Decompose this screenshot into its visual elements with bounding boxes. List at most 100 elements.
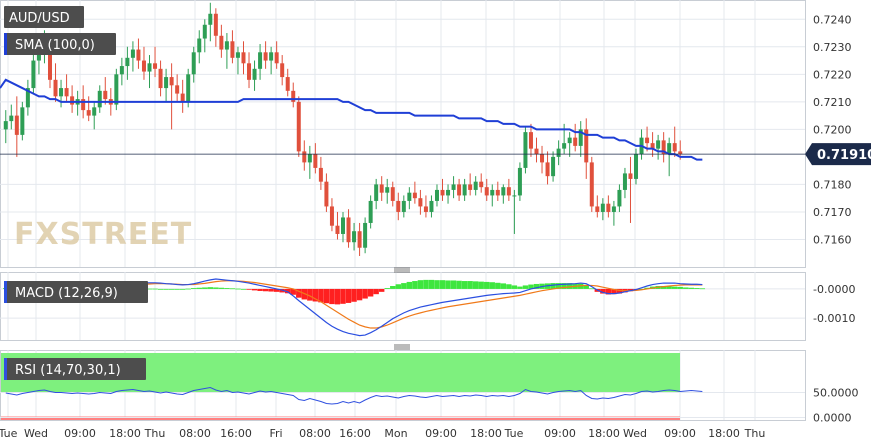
candle [324, 173, 329, 212]
candle-body [86, 110, 91, 116]
candle [501, 184, 506, 204]
candle [379, 176, 384, 201]
candle [506, 178, 511, 201]
macd-histogram-bar [428, 279, 435, 289]
macd-histogram-bar [616, 288, 623, 294]
x-axis-label: Thu [144, 427, 166, 440]
macd-histogram-bar [390, 286, 396, 289]
candle-body [158, 68, 163, 89]
candle-body [451, 184, 456, 190]
macd-histogram-bar [240, 288, 247, 290]
macd-histogram-bar [478, 281, 484, 289]
macd-histogram-bar [307, 288, 313, 301]
candle-body [468, 184, 473, 190]
candle [418, 189, 423, 215]
macd-histogram-bar [672, 286, 678, 289]
candle-body [678, 151, 683, 155]
candle-body [661, 140, 666, 155]
macd-histogram-bar [489, 282, 495, 289]
candle [258, 44, 263, 80]
candle-body [634, 154, 639, 179]
candle-body [528, 132, 533, 149]
candle [136, 38, 141, 69]
candle-body [175, 85, 180, 94]
candle-body [307, 154, 312, 163]
candle-body [440, 189, 445, 196]
macd-label-swatch [4, 281, 7, 303]
candle-body [180, 93, 185, 102]
macd-histogram-bar [611, 288, 617, 295]
macd-histogram-bar [660, 286, 667, 289]
candle [396, 192, 401, 221]
candle-body [341, 217, 345, 234]
macd-histogram-bar [401, 283, 407, 289]
macd-histogram-bar [224, 288, 230, 289]
candle-body [407, 192, 412, 201]
candle-body [667, 143, 672, 155]
candle [296, 96, 301, 157]
macd-histogram-bar [229, 288, 236, 290]
x-axis-label: 18:00 [109, 427, 141, 440]
candle [103, 77, 108, 105]
macd-histogram-bar [500, 283, 507, 289]
candle-body [534, 148, 539, 155]
candle-body [247, 63, 252, 80]
candle-body [457, 184, 462, 196]
candle-body [296, 101, 301, 152]
x-axis-label: Mon [384, 427, 407, 440]
candle-body [434, 189, 439, 201]
candle-body [551, 156, 556, 177]
candle [617, 184, 622, 212]
macd-histogram-bar [605, 288, 612, 295]
candle-body [573, 137, 578, 146]
candle-body [611, 206, 616, 212]
candle [534, 137, 539, 163]
x-axis-label: 08:00 [299, 427, 331, 440]
candle-body [545, 162, 550, 177]
macd-histogram-bar [561, 283, 567, 289]
candle [578, 121, 583, 157]
x-axis-label: Tue [504, 427, 524, 440]
rsi-label: RSI (14,70,30,1) [15, 363, 121, 378]
macd-histogram-bar [257, 288, 263, 291]
candle [661, 132, 666, 163]
macd-histogram-bar [506, 284, 512, 289]
macd-histogram-bar [157, 288, 164, 290]
macd-histogram-bar [334, 288, 341, 305]
macd-histogram-bar [185, 288, 191, 290]
last-price-label: 0.71910 [817, 148, 875, 163]
candle-body [103, 90, 108, 100]
candle-body [258, 52, 263, 69]
macd-histogram-bar [395, 284, 401, 289]
candle-body [429, 200, 434, 212]
candle [363, 217, 368, 254]
candle-body [59, 88, 64, 97]
candle [600, 198, 605, 221]
candle [595, 195, 600, 218]
candle [263, 41, 268, 69]
candle [269, 46, 274, 75]
last-price-tag [805, 143, 871, 166]
sma-label-swatch [4, 33, 7, 55]
candle [645, 126, 650, 152]
candle [352, 222, 357, 251]
candle [368, 195, 373, 229]
candle [401, 195, 406, 218]
candle [97, 85, 102, 113]
macd-histogram-bar [467, 281, 473, 289]
rsi-label-swatch [4, 358, 7, 380]
candle-body [20, 107, 25, 135]
candle-body [186, 74, 191, 102]
candle-body [418, 198, 423, 207]
candle-body [302, 151, 307, 163]
candle-body [230, 41, 235, 58]
candle-body [197, 38, 202, 53]
sma-line [0, 78, 703, 161]
macd-histogram-bar [472, 281, 479, 289]
candle [197, 30, 202, 64]
candle [551, 151, 556, 182]
macd-histogram-bar [688, 287, 694, 289]
candle [667, 137, 672, 177]
macd-histogram-bar [207, 287, 214, 289]
candle [556, 140, 561, 166]
